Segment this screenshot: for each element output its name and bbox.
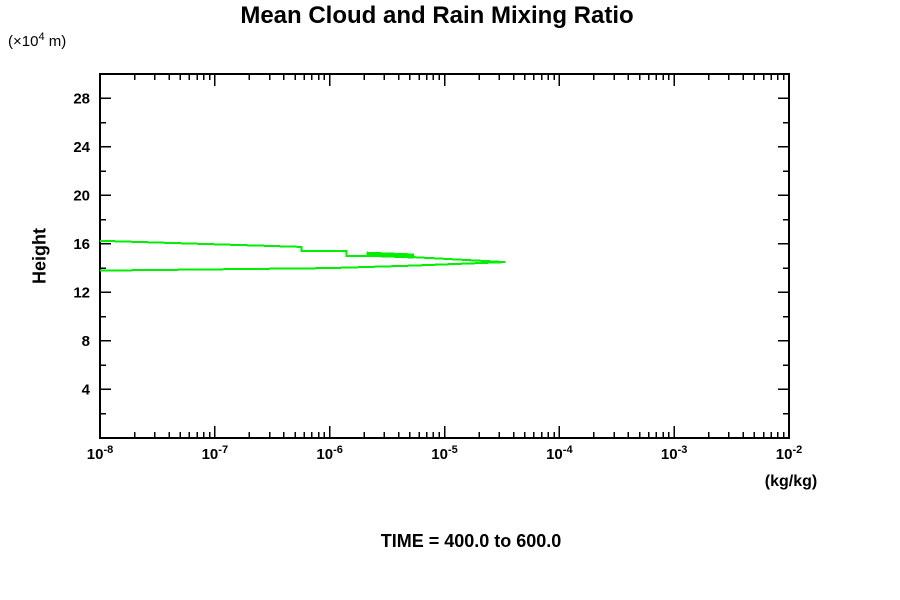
x-tick-label: 10-2 bbox=[776, 444, 802, 463]
x-tick-label: 10-6 bbox=[316, 444, 342, 463]
y-axis-unit-prefix: (×10 bbox=[8, 33, 39, 50]
x-tick-label: 10-7 bbox=[202, 444, 228, 463]
plot-frame bbox=[99, 73, 790, 439]
y-tick-label: 12 bbox=[73, 284, 90, 301]
y-tick-label: 16 bbox=[73, 236, 90, 253]
y-axis-unit-label: (×104 m) bbox=[8, 31, 67, 51]
x-tick-label: 10-3 bbox=[661, 444, 687, 463]
chart-title: Mean Cloud and Rain Mixing Ratio bbox=[240, 2, 634, 29]
series-overlap-thick-segment bbox=[366, 251, 414, 259]
y-tick-label: 28 bbox=[73, 90, 90, 107]
time-range-caption: TIME = 400.0 to 600.0 bbox=[380, 531, 562, 551]
x-axis-unit-label: (kg/kg) bbox=[764, 473, 818, 490]
x-tick-label: 10-4 bbox=[546, 444, 573, 463]
series-cloud-rain-mean-profile bbox=[99, 239, 506, 272]
y-axis-unit-suffix: m) bbox=[44, 33, 67, 50]
x-tick-label: 10-5 bbox=[431, 444, 457, 463]
y-tick-label: 24 bbox=[73, 139, 90, 156]
y-axis-unit-exponent: 4 bbox=[38, 31, 45, 43]
y-tick-label: 20 bbox=[73, 187, 90, 204]
x-tick-label: 10-8 bbox=[87, 444, 113, 463]
y-tick-label: 8 bbox=[82, 333, 90, 350]
y-tick-label: 4 bbox=[82, 381, 91, 398]
